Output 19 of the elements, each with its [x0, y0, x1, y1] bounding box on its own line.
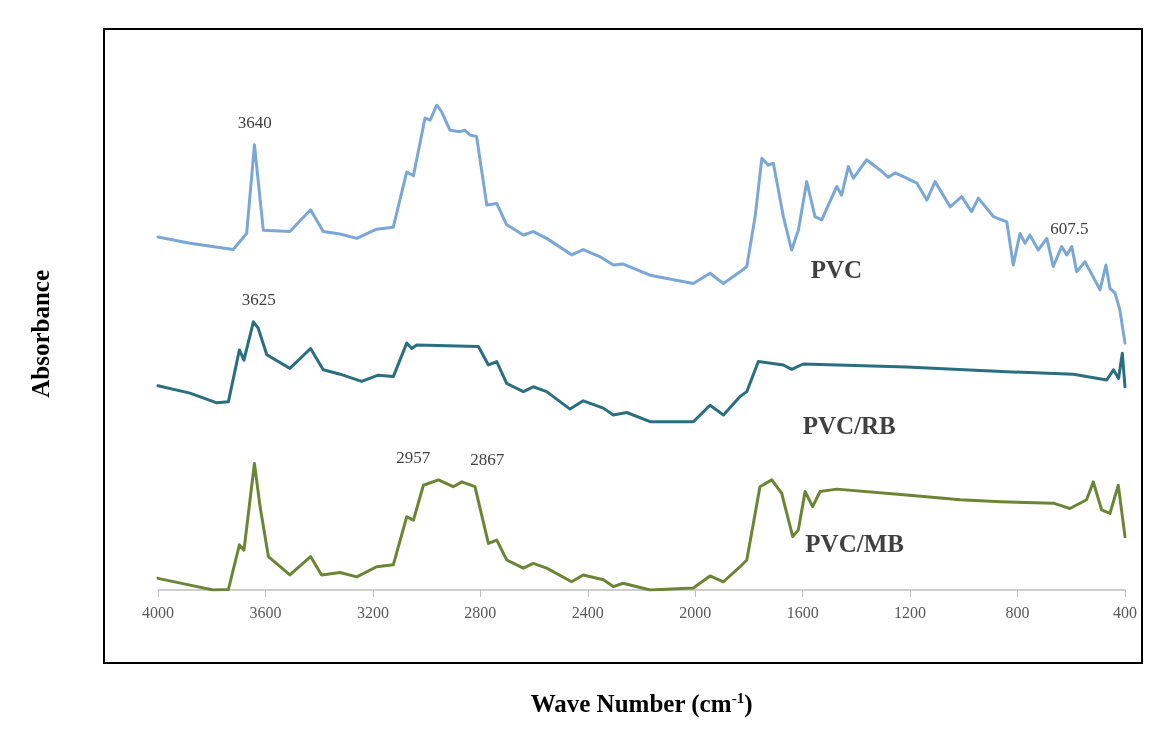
x-tick-label: 4000: [142, 603, 174, 621]
x-tick-label: 2400: [571, 603, 604, 621]
annotation: 3625: [241, 289, 276, 309]
x-tick-label: 2000: [679, 603, 712, 621]
y-axis-title: Absorbance: [27, 269, 54, 398]
x-tick-label: 1200: [894, 603, 927, 621]
annotation: 607.5: [1050, 218, 1089, 238]
x-tick-label: 800: [1005, 603, 1030, 621]
x-tick-label: 3600: [249, 603, 282, 621]
annotation: 3640: [237, 112, 272, 132]
x-tick-label: 1600: [786, 603, 819, 621]
x-tick-label: 3200: [356, 603, 389, 621]
annotation: 2867: [470, 449, 505, 469]
x-tick-label: 400: [1113, 603, 1137, 621]
series-label: PVC/MB: [805, 530, 904, 558]
series-label: PVC/RB: [802, 411, 896, 439]
x-tick-label: 2800: [464, 603, 497, 621]
series-label: PVC: [810, 256, 863, 284]
annotation: 2957: [396, 447, 431, 467]
